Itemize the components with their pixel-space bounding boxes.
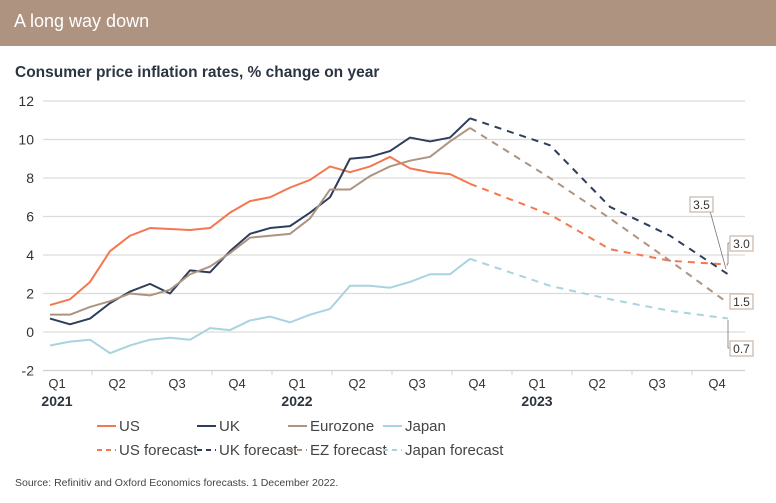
series-line-japan <box>49 258 471 355</box>
chart-subtitle: Consumer price inflation rates, % change… <box>15 64 380 81</box>
series-line-japan-forecast <box>469 257 729 320</box>
y-tick-label: 2 <box>26 286 34 302</box>
legend-label: US forecast <box>119 442 198 459</box>
x-tick-label: Q1 <box>528 376 545 391</box>
x-year-label: 2021 <box>41 393 72 409</box>
y-tick-label: 6 <box>26 209 34 225</box>
y-tick-label: 8 <box>26 170 34 186</box>
y-tick-label: 10 <box>18 132 34 148</box>
x-tick-label: Q3 <box>168 376 185 391</box>
end-label-leader <box>709 210 727 270</box>
x-tick-label: Q4 <box>228 376 245 391</box>
x-tick-label: Q1 <box>48 376 65 391</box>
end-label-value: 3.0 <box>733 237 750 251</box>
end-label-box <box>729 235 754 252</box>
x-year-label: 2023 <box>521 393 552 409</box>
end-label-box <box>689 196 714 213</box>
end-label-value: 1.5 <box>733 295 750 309</box>
legend-label: Japan <box>405 418 446 435</box>
chart-header-title: A long way down <box>14 11 150 31</box>
legend-label: UK forecast <box>219 442 298 459</box>
x-tick-label: Q4 <box>708 376 725 391</box>
legend-label: US <box>119 418 140 435</box>
source-note: Source: Refinitiv and Oxford Economics f… <box>15 477 339 489</box>
x-tick-label: Q1 <box>288 376 305 391</box>
series-line-uk-forecast <box>469 117 729 276</box>
legend-label: EZ forecast <box>310 442 388 459</box>
y-tick-label: -2 <box>22 363 35 379</box>
legend-label: UK <box>219 418 240 435</box>
y-tick-label: 4 <box>26 247 34 263</box>
x-tick-label: Q3 <box>648 376 665 391</box>
series-line-ez-forecast <box>469 127 729 304</box>
x-tick-label: Q3 <box>408 376 425 391</box>
x-tick-label: Q4 <box>468 376 485 391</box>
y-tick-label: 12 <box>18 93 34 109</box>
x-tick-label: Q2 <box>588 376 605 391</box>
end-label-value: 0.7 <box>733 342 750 356</box>
x-year-label: 2022 <box>281 393 312 409</box>
legend-label: Eurozone <box>310 418 374 435</box>
series-line-us-forecast <box>469 182 729 266</box>
header-banner: A long way down <box>0 0 776 46</box>
end-label-value: 3.5 <box>693 198 710 212</box>
x-tick-label: Q2 <box>108 376 125 391</box>
legend-label: Japan forecast <box>405 442 504 459</box>
x-tick-label: Q2 <box>348 376 365 391</box>
series-line-eurozone <box>50 127 471 316</box>
y-tick-label: 0 <box>26 324 34 340</box>
end-label-box <box>729 340 754 357</box>
end-label-box <box>729 293 754 310</box>
